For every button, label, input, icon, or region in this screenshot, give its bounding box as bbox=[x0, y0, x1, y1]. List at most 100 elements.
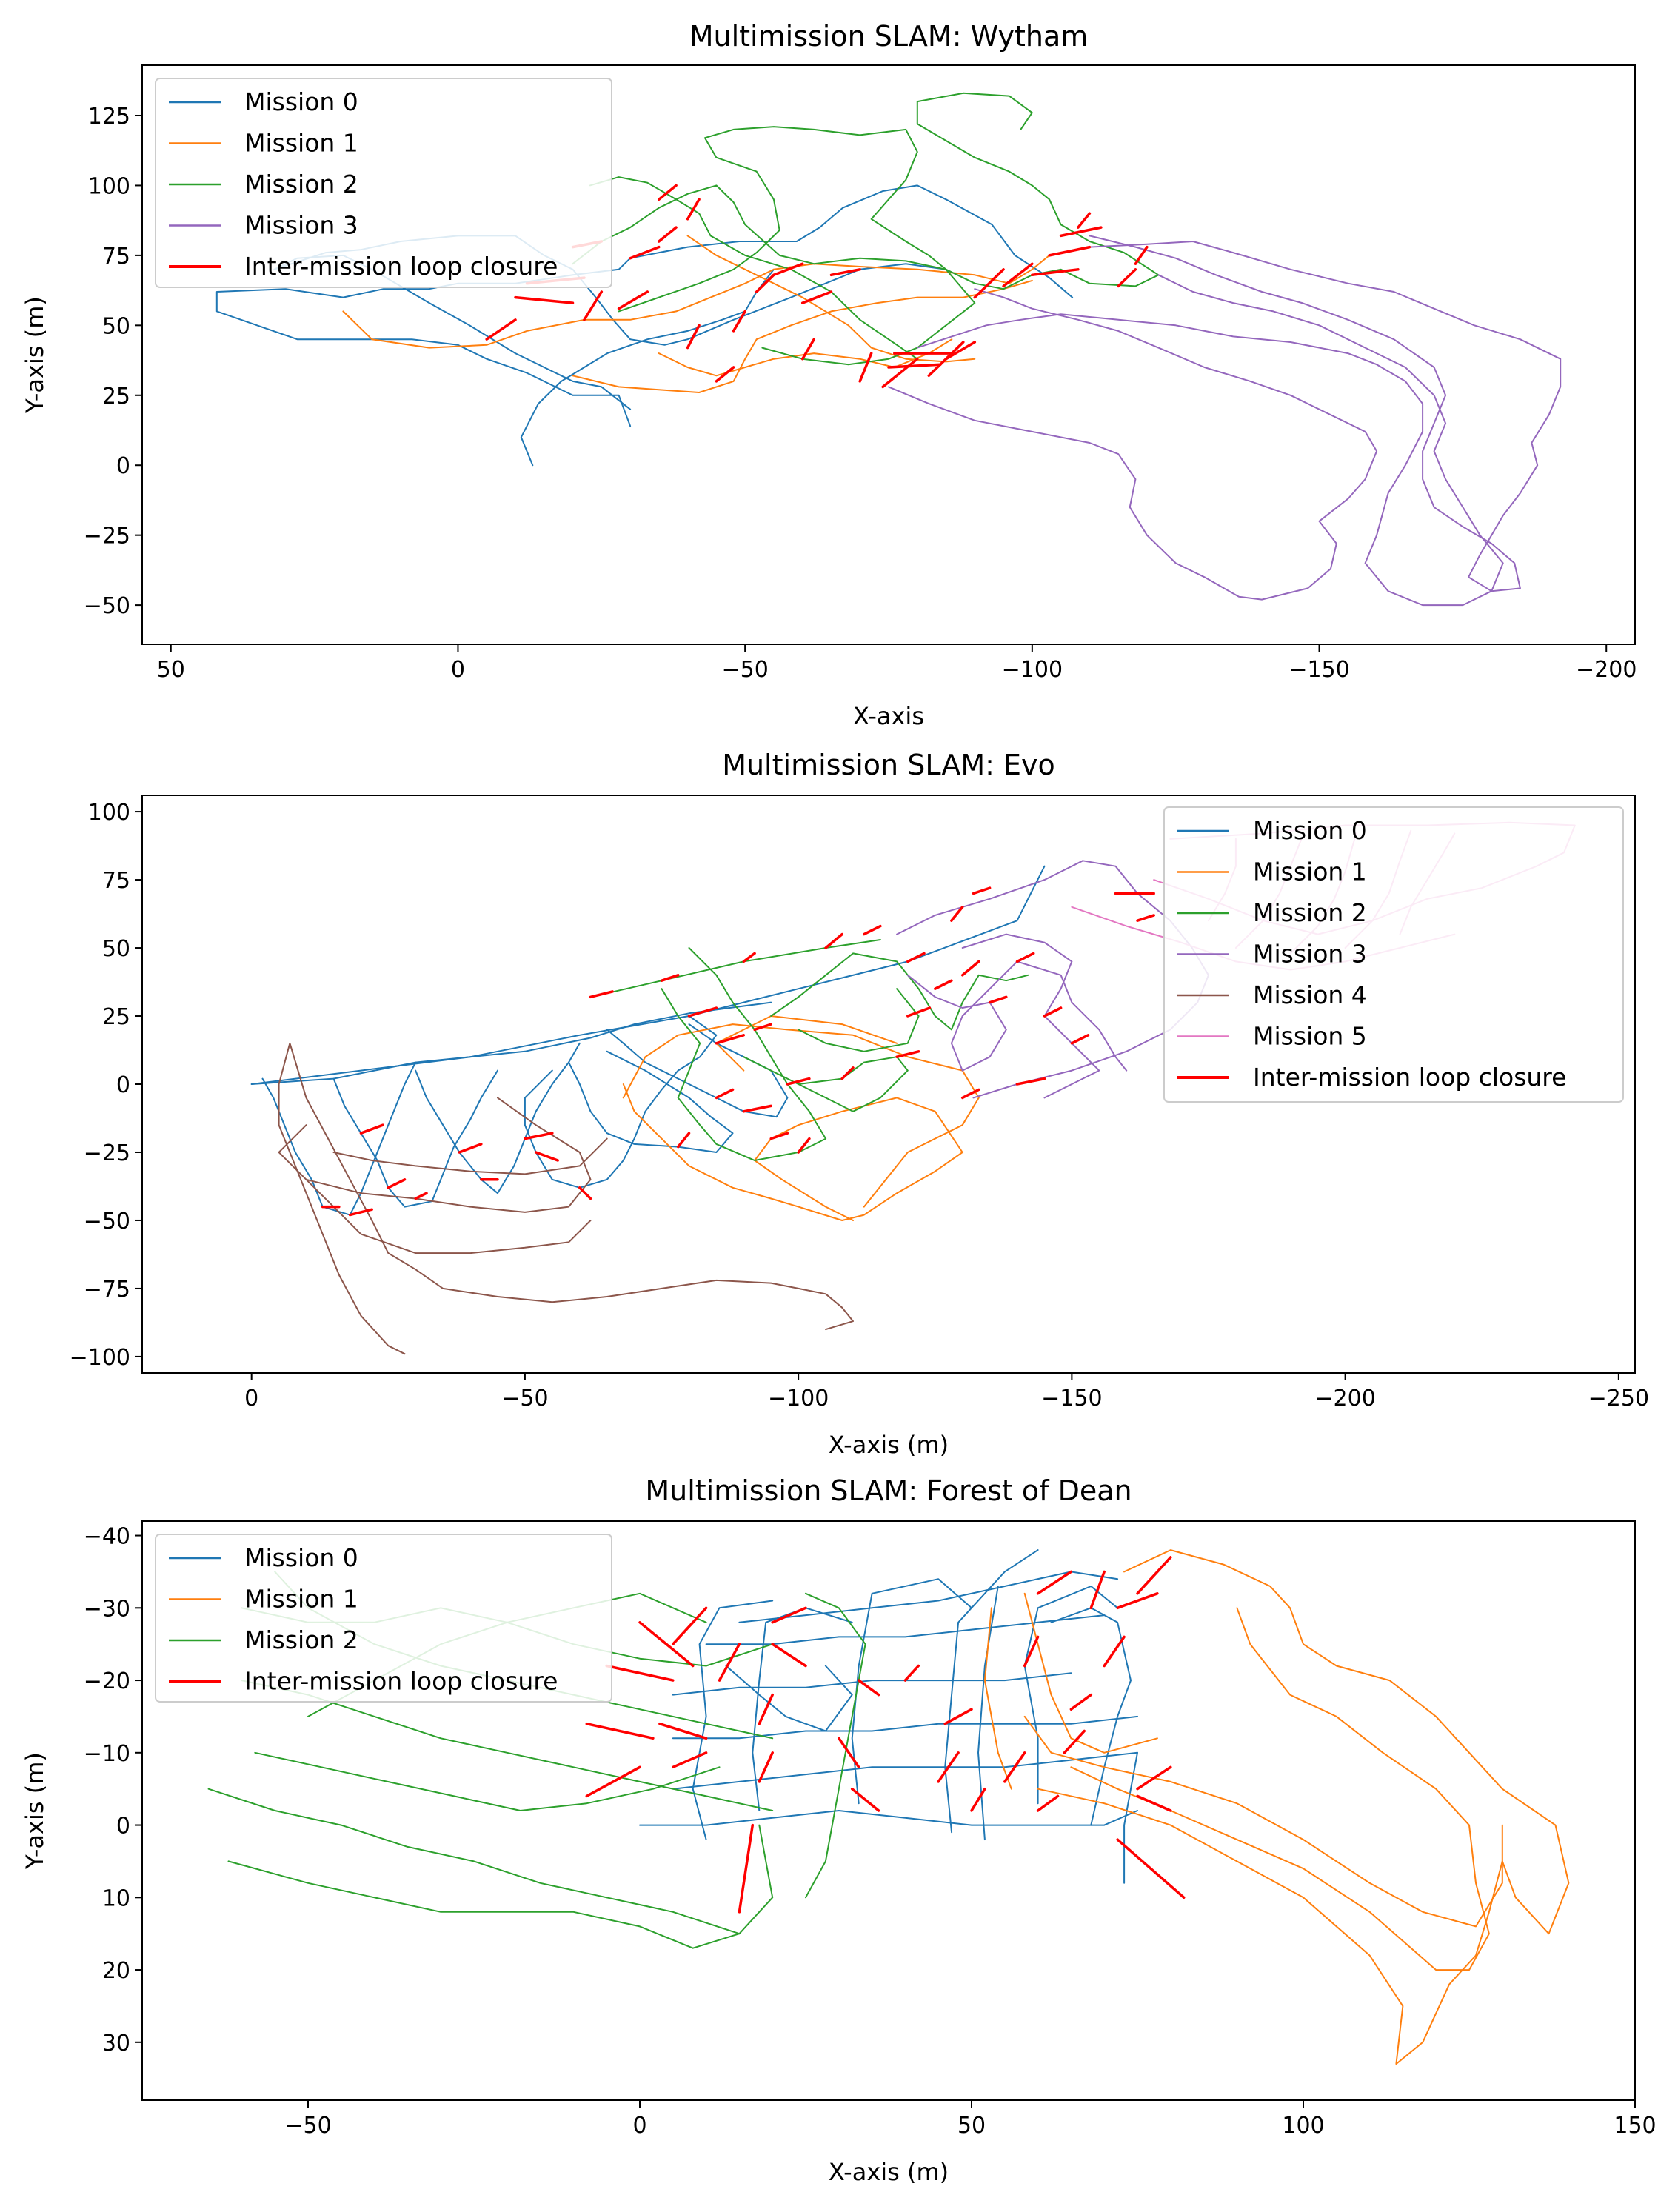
trajectory-mission-3 bbox=[916, 274, 1504, 607]
loop-closure-segment bbox=[934, 979, 953, 990]
y-tick-label: −30 bbox=[84, 1596, 130, 1622]
loop-closure-segment bbox=[1015, 952, 1035, 963]
y-tick-label: 125 bbox=[88, 104, 130, 130]
x-tick-label: 150 bbox=[1614, 2113, 1656, 2139]
x-tick-label: 50 bbox=[957, 2113, 986, 2139]
x-tick-label: 50 bbox=[157, 657, 185, 683]
loop-closure-segment bbox=[514, 295, 575, 304]
trajectory-mission-1 bbox=[1037, 1549, 1570, 2065]
trajectory-mission-1 bbox=[342, 254, 1051, 349]
trajectory-mission-2 bbox=[589, 176, 918, 360]
loop-closure-segment bbox=[1036, 1794, 1060, 1812]
trajectory-mission-4 bbox=[278, 1042, 406, 1355]
loop-closure-segment bbox=[629, 245, 661, 260]
y-tick-label: 75 bbox=[102, 244, 130, 270]
y-tick-label: 25 bbox=[102, 1004, 130, 1030]
trajectory-mission-4 bbox=[289, 1042, 854, 1331]
y-tick-label: −50 bbox=[84, 1209, 130, 1234]
loop-closure-segment bbox=[850, 1787, 880, 1812]
loop-closure-segment bbox=[524, 1132, 554, 1140]
trajectory-mission-0 bbox=[672, 1715, 1138, 1740]
loop-closure-segment bbox=[960, 1088, 980, 1100]
legend: Mission 0 Mission 1 Mission 2 Mission 3 Miss… bbox=[1163, 806, 1624, 1103]
x-tick-label: 0 bbox=[244, 1386, 258, 1411]
loop-closure-segment bbox=[686, 198, 701, 221]
trajectory-mission-1 bbox=[1023, 1715, 1503, 1928]
loop-closure-segment bbox=[824, 932, 843, 949]
trajectory-mission-1 bbox=[622, 1083, 963, 1221]
loop-closure-segment bbox=[1070, 1034, 1090, 1045]
legend: Mission 0 Mission 1 Mission 2 Mission 3 Inte… bbox=[155, 78, 612, 288]
legend-entry-label: Mission 3 bbox=[1253, 940, 1367, 969]
trajectory-mission-2 bbox=[805, 1592, 866, 1899]
loop-closure-segment bbox=[895, 1050, 920, 1058]
loop-closure-segment bbox=[672, 1751, 708, 1769]
loop-closure-segment bbox=[1136, 1794, 1172, 1812]
trajectory-mission-1 bbox=[983, 1607, 1012, 1790]
trajectory-mission-0 bbox=[1123, 1751, 1138, 1884]
trajectory-mission-0 bbox=[725, 1665, 853, 1732]
loop-closure-segment bbox=[589, 990, 614, 999]
loop-closure-segment bbox=[617, 290, 649, 310]
legend-entry-label: Mission 0 bbox=[244, 87, 358, 116]
trajectory-mission-4 bbox=[305, 1178, 592, 1254]
x-tick-label: −150 bbox=[1288, 657, 1349, 683]
loop-closure-segment bbox=[858, 352, 873, 383]
legend-box bbox=[1163, 806, 1624, 1103]
loop-closure-segment bbox=[829, 268, 861, 277]
y-tick-label: 0 bbox=[116, 1814, 130, 1840]
y-tick-label: 75 bbox=[102, 868, 130, 894]
trajectory-mission-2 bbox=[572, 184, 976, 366]
legend-box bbox=[155, 1534, 612, 1703]
loop-closure-segment bbox=[742, 952, 756, 963]
legend-entry-label: Inter-mission loop closure bbox=[1253, 1063, 1566, 1092]
loop-closure-segment bbox=[887, 363, 942, 369]
loop-closure-segment bbox=[1089, 1570, 1106, 1610]
loop-closure-segment bbox=[753, 1023, 772, 1032]
y-tick-label: −25 bbox=[84, 1140, 130, 1166]
x-tick-label: 100 bbox=[1282, 2113, 1324, 2139]
legend-items: Mission 0 Mission 1 Mission 2 Mission 3 Miss… bbox=[1177, 816, 1566, 1092]
loop-closure-segment bbox=[672, 1606, 708, 1645]
loop-closure-segment bbox=[732, 310, 746, 333]
loop-closure-segment bbox=[758, 1751, 774, 1783]
loop-closure-segment bbox=[414, 1192, 428, 1200]
loop-closure-segment bbox=[1103, 1635, 1126, 1668]
loop-closure-segment bbox=[1063, 1729, 1086, 1754]
loop-closure-segment bbox=[605, 1664, 675, 1682]
y-tick-label: 50 bbox=[102, 936, 130, 962]
loop-closure-segment bbox=[863, 924, 882, 936]
legend-items: Mission 0 Mission 1 Mission 2 Mission 3 Inte… bbox=[169, 87, 558, 281]
y-tick-label: 100 bbox=[88, 173, 130, 199]
legend-entry-label: Mission 1 bbox=[244, 1585, 358, 1614]
loop-closure-segment bbox=[534, 1151, 559, 1162]
y-tick-label: −10 bbox=[84, 1741, 130, 1767]
y-axis-label: Y-axis (m) bbox=[21, 296, 49, 414]
x-axis-label: X-axis bbox=[853, 702, 924, 730]
x-tick-label: 0 bbox=[632, 2113, 646, 2139]
chart-panel-evo: Multimission SLAM: Evo 0 −50 −100 −150 −200 −… bbox=[70, 749, 1649, 1459]
trajectory-mission-2 bbox=[227, 1860, 741, 1949]
y-tick-label: −20 bbox=[84, 1668, 130, 1694]
legend: Mission 0 Mission 1 Mission 2 Inter-mission… bbox=[155, 1534, 612, 1703]
legend-entry-label: Mission 1 bbox=[1253, 858, 1367, 886]
trajectory-mission-0 bbox=[944, 1549, 1039, 1834]
legend-entry-label: Inter-mission loop closure bbox=[244, 1667, 558, 1696]
y-tick-label: −40 bbox=[84, 1524, 130, 1550]
x-axis-label: X-axis (m) bbox=[829, 2158, 949, 2186]
y-tick-label: 25 bbox=[102, 384, 130, 410]
loop-closure-segment bbox=[960, 960, 980, 977]
y-tick-label: 0 bbox=[116, 1072, 130, 1098]
trajectory-mission-1 bbox=[686, 235, 976, 363]
plot-content bbox=[207, 1549, 1570, 2065]
x-ticks: 50 0 −50 −100 −150 −200 bbox=[157, 644, 1637, 683]
trajectory-mission-1 bbox=[622, 1023, 980, 1208]
legend-items: Mission 0 Mission 1 Mission 2 Inter-mission… bbox=[169, 1543, 558, 1696]
x-tick-label: −100 bbox=[768, 1386, 829, 1411]
loop-closure-segment bbox=[715, 1034, 746, 1045]
x-tick-label: −100 bbox=[1002, 657, 1063, 683]
x-tick-label: −50 bbox=[284, 2113, 331, 2139]
legend-entry-label: Mission 0 bbox=[244, 1543, 358, 1572]
x-tick-label: −50 bbox=[501, 1386, 548, 1411]
